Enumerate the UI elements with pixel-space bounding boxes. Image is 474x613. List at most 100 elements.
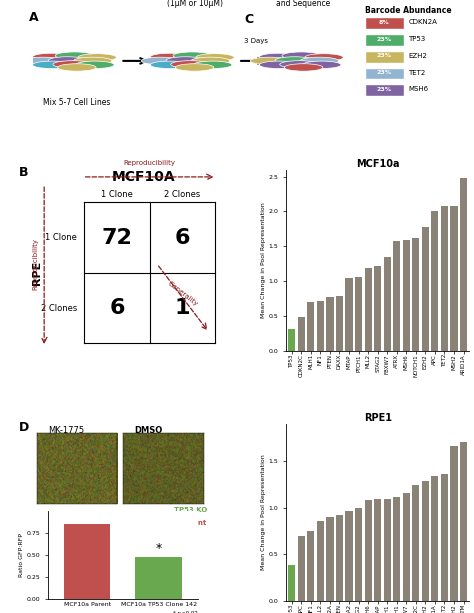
Ellipse shape [173, 52, 211, 59]
Bar [288, 329, 295, 351]
Text: C: C [244, 13, 253, 26]
Bar [412, 238, 419, 351]
Bar [441, 474, 448, 601]
Text: 23%: 23% [377, 53, 392, 58]
Bar [298, 316, 305, 351]
Text: 23%: 23% [377, 37, 392, 42]
Text: MSH6: MSH6 [408, 86, 428, 93]
Bar [460, 442, 467, 601]
Bar [393, 241, 401, 351]
Y-axis label: Mean Change in Pool Representation: Mean Change in Pool Representation [261, 455, 266, 570]
Ellipse shape [259, 53, 298, 61]
Ellipse shape [193, 61, 232, 69]
Title: RPE1: RPE1 [364, 413, 392, 424]
FancyBboxPatch shape [365, 34, 404, 46]
Text: 8%: 8% [379, 20, 390, 25]
FancyBboxPatch shape [365, 67, 404, 79]
Ellipse shape [282, 52, 320, 59]
Text: D: D [18, 421, 29, 433]
Text: Mix 5-7 Cell Lines: Mix 5-7 Cell Lines [43, 98, 110, 107]
Text: 23%: 23% [377, 70, 392, 75]
Bar [431, 211, 438, 351]
Bar [346, 511, 353, 601]
Bar [383, 498, 391, 601]
Title: MCF10a: MCF10a [356, 159, 400, 169]
Text: 2 Clones: 2 Clones [164, 189, 200, 199]
FancyBboxPatch shape [365, 17, 404, 29]
Text: Barcode Abundance: Barcode Abundance [365, 6, 451, 15]
Bar [307, 302, 314, 351]
Ellipse shape [78, 54, 117, 61]
Bar [336, 516, 343, 601]
FancyBboxPatch shape [365, 51, 404, 63]
Bar [450, 206, 457, 351]
Ellipse shape [57, 64, 96, 71]
Ellipse shape [53, 61, 91, 68]
Ellipse shape [171, 61, 209, 68]
Ellipse shape [55, 52, 94, 59]
Y-axis label: Mean Change in Pool Representation: Mean Change in Pool Representation [261, 202, 266, 318]
Bar [431, 476, 438, 601]
Ellipse shape [250, 57, 289, 64]
Bar [317, 301, 324, 351]
Ellipse shape [24, 57, 62, 64]
Ellipse shape [275, 57, 314, 64]
Bar [327, 297, 334, 351]
Text: TP53 KO: TP53 KO [174, 507, 207, 513]
Text: B: B [18, 166, 28, 179]
Bar [365, 500, 372, 601]
Bar [403, 240, 410, 351]
Bar [317, 521, 324, 601]
Bar [460, 178, 467, 351]
Bar [383, 257, 391, 351]
Text: 72: 72 [101, 227, 132, 248]
Text: TP53: TP53 [408, 36, 426, 42]
Text: 2 Clones: 2 Clones [41, 303, 77, 313]
Ellipse shape [300, 57, 339, 64]
Ellipse shape [302, 61, 341, 69]
Bar [403, 493, 410, 601]
Bar [327, 517, 334, 601]
Bar [355, 277, 362, 351]
Bar [355, 508, 362, 601]
Ellipse shape [33, 53, 71, 61]
Text: A: A [29, 10, 38, 23]
Ellipse shape [284, 64, 323, 71]
Text: Parent: Parent [181, 520, 207, 525]
Ellipse shape [166, 57, 205, 64]
Bar [365, 268, 372, 351]
Bar [422, 227, 429, 351]
Bar [288, 565, 295, 601]
Ellipse shape [191, 57, 230, 64]
Text: EZH2: EZH2 [408, 53, 427, 59]
Text: 1: 1 [174, 298, 190, 318]
Text: RPE: RPE [32, 261, 42, 285]
Bar [412, 485, 419, 601]
Ellipse shape [196, 54, 234, 61]
Text: 6: 6 [109, 298, 125, 318]
Text: 3 Days: 3 Days [244, 38, 268, 44]
Bar [393, 497, 401, 601]
Ellipse shape [305, 54, 343, 61]
Text: 1 Clone: 1 Clone [46, 233, 77, 242]
Text: 23%: 23% [377, 87, 392, 92]
Text: Treat with
Small Molecule
(1μM or 10μM): Treat with Small Molecule (1μM or 10μM) [165, 0, 223, 8]
FancyBboxPatch shape [365, 85, 404, 96]
Bar [298, 536, 305, 601]
Bar [374, 500, 381, 601]
Text: Generality: Generality [166, 280, 199, 307]
Text: TET2: TET2 [408, 70, 426, 75]
Ellipse shape [150, 61, 189, 69]
Bar [307, 531, 314, 601]
Text: CDKN2A: CDKN2A [408, 20, 437, 25]
Text: MK-1775: MK-1775 [48, 426, 84, 435]
Ellipse shape [280, 61, 318, 68]
Ellipse shape [48, 57, 87, 64]
Ellipse shape [175, 64, 214, 71]
Ellipse shape [259, 61, 298, 69]
Text: Reproducibility: Reproducibility [32, 238, 38, 290]
Ellipse shape [33, 61, 71, 69]
Bar [346, 278, 353, 351]
Bar [374, 267, 381, 351]
Text: MCF10A: MCF10A [111, 170, 175, 184]
